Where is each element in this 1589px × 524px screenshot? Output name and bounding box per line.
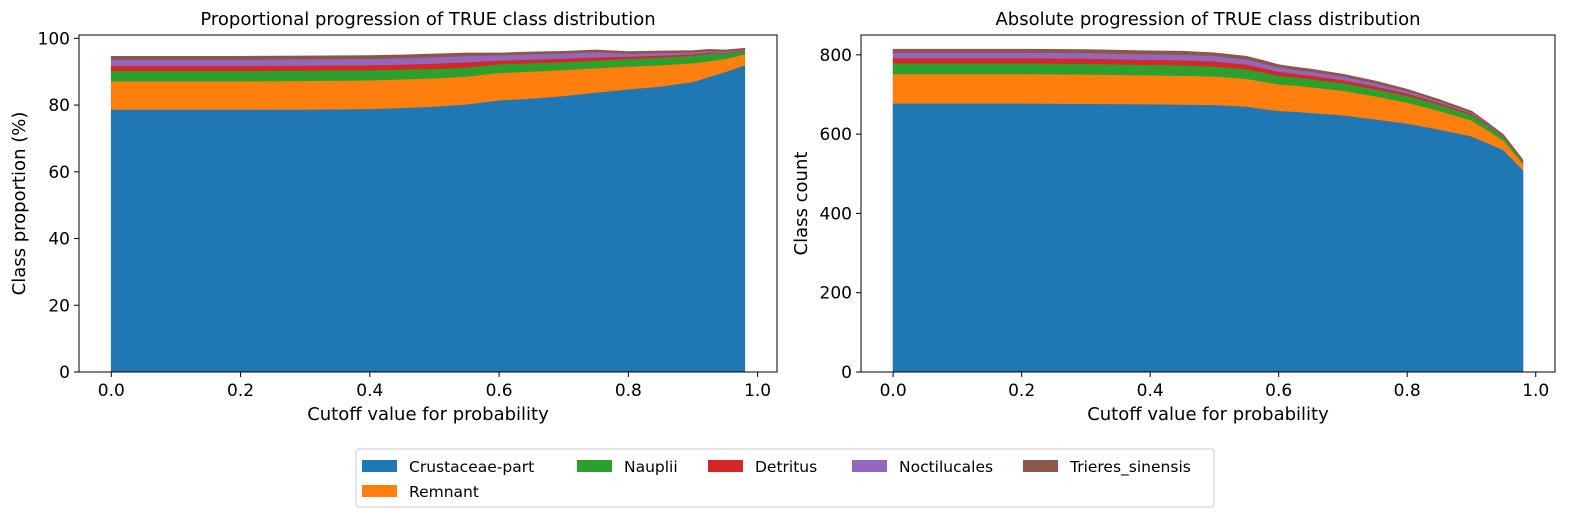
y-tick-label: 0 bbox=[59, 363, 70, 383]
legend-label: Remnant bbox=[409, 483, 479, 501]
chart-absolute: 0.0 0.2 0.4 0.6 0.8 1.0 0 200 400 600 800 Absolute … bbox=[791, 9, 1556, 425]
y-tick-label: 800 bbox=[820, 46, 852, 66]
legend: Crustaceae-part Nauplii Detritus Noctilucal… bbox=[355, 448, 1215, 508]
legend-swatch bbox=[362, 485, 397, 497]
area-crustaceae-part bbox=[110, 64, 746, 373]
x-tick-label: 0.6 bbox=[486, 381, 513, 401]
y-tick-label: 40 bbox=[48, 230, 70, 250]
legend-swatch bbox=[708, 460, 743, 472]
y-tick-label: 200 bbox=[820, 284, 852, 304]
x-tick-label: 1.0 bbox=[1522, 381, 1549, 401]
chart-title: Proportional progression of TRUE class d… bbox=[200, 9, 655, 30]
area-trieres-sinensis bbox=[892, 48, 1524, 162]
legend-label: Crustaceae-part bbox=[409, 458, 534, 476]
legend-swatch bbox=[577, 460, 612, 472]
x-tick-label: 0.0 bbox=[880, 381, 907, 401]
y-tick-label: 100 bbox=[38, 29, 70, 49]
area-trieres-sinensis bbox=[110, 47, 746, 60]
x-tick-label: 0.2 bbox=[227, 381, 254, 401]
area-crustaceae-part bbox=[892, 102, 1524, 373]
x-tick-label: 0.6 bbox=[1265, 381, 1292, 401]
y-tick-label: 80 bbox=[48, 96, 70, 116]
legend-label: Detritus bbox=[755, 458, 817, 476]
x-axis-label: Cutoff value for probability bbox=[307, 404, 549, 425]
y-axis-label: Class count bbox=[791, 152, 812, 256]
axes-frame bbox=[860, 34, 1556, 373]
legend-label: Nauplii bbox=[624, 458, 678, 476]
y-tick-label: 400 bbox=[820, 204, 852, 224]
x-tick-label: 0.0 bbox=[98, 381, 125, 401]
legend-swatch bbox=[852, 460, 887, 472]
axes-frame bbox=[78, 34, 778, 373]
x-tick-label: 0.8 bbox=[1394, 381, 1421, 401]
legend-label: Noctilucales bbox=[899, 458, 993, 476]
chart-title: Absolute progression of TRUE class distr… bbox=[995, 9, 1420, 30]
legend-swatch bbox=[1023, 460, 1058, 472]
y-tick-label: 60 bbox=[48, 163, 70, 183]
y-tick-label: 0 bbox=[841, 363, 852, 383]
x-tick-label: 0.4 bbox=[356, 381, 383, 401]
legend-label: Trieres_sinensis bbox=[1069, 458, 1191, 477]
chart-proportional: 0.0 0.2 0.4 0.6 0.8 1.0 0 20 40 60 80 100 Proportion… bbox=[9, 9, 778, 425]
x-tick-label: 0.8 bbox=[615, 381, 642, 401]
legend-box bbox=[355, 448, 1215, 508]
y-tick-label: 20 bbox=[48, 296, 70, 316]
x-axis-label: Cutoff value for probability bbox=[1087, 404, 1329, 425]
y-tick-label: 600 bbox=[820, 125, 852, 145]
x-tick-label: 0.4 bbox=[1137, 381, 1164, 401]
x-tick-label: 0.2 bbox=[1008, 381, 1035, 401]
x-tick-label: 1.0 bbox=[744, 381, 771, 401]
y-axis-label: Class proportion (%) bbox=[9, 112, 30, 296]
legend-swatch bbox=[362, 460, 397, 472]
